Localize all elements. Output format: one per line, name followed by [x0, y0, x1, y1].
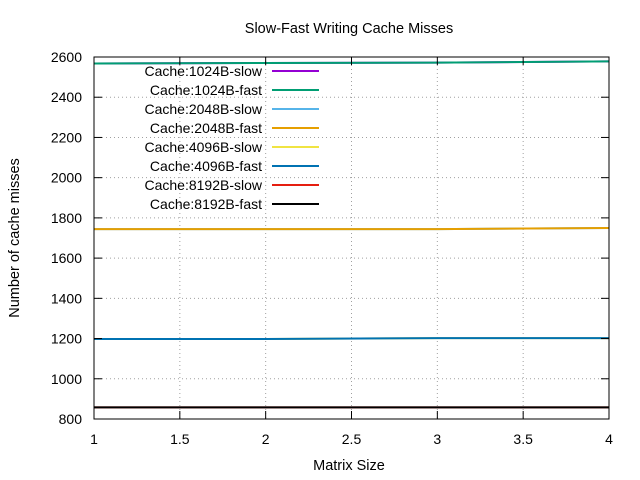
x-tick-label: 4: [605, 431, 613, 447]
legend-label: Cache:4096B-fast: [150, 158, 262, 174]
y-tick-label: 1800: [51, 210, 82, 226]
x-tick-label: 3: [433, 431, 441, 447]
legend: Cache:1024B-slow Cache:1024B-fast Cache:20…: [144, 63, 319, 212]
y-tick-label: 2400: [51, 89, 82, 105]
legend-label: Cache:1024B-slow: [144, 63, 262, 79]
y-tick-label: 1600: [51, 250, 82, 266]
legend-label: Cache:4096B-slow: [144, 139, 262, 155]
y-tick-label: 2200: [51, 129, 82, 145]
axis-ticks: 1 1.5 2 2.5 3 3.5 4 800 1000 1200 1400 1600 1800 2000…: [51, 49, 613, 447]
x-tick-label: 3.5: [513, 431, 533, 447]
y-tick-label: 1000: [51, 371, 82, 387]
legend-label: Cache:2048B-fast: [150, 120, 262, 136]
series-line-4: [94, 226, 610, 231]
x-tick-label: 1: [90, 431, 98, 447]
chart-title: Slow-Fast Writing Cache Misses: [245, 21, 453, 37]
x-axis-label: Matrix Size: [313, 458, 385, 474]
y-axis-label: Number of cache misses: [7, 158, 23, 318]
x-tick-label: 1.5: [170, 431, 190, 447]
x-tick-label: 2.5: [342, 431, 362, 447]
legend-label: Cache:1024B-fast: [150, 82, 262, 98]
series-line-6: [94, 337, 609, 340]
legend-label: Cache:2048B-slow: [144, 101, 262, 117]
y-tick-label: 2000: [51, 170, 82, 186]
grid-lines: [94, 57, 609, 419]
legend-label: Cache:8192B-fast: [150, 196, 262, 212]
y-tick-label: 1400: [51, 290, 82, 306]
legend-label: Cache:8192B-slow: [144, 177, 262, 193]
x-tick-label: 2: [262, 431, 270, 447]
y-tick-label: 1200: [51, 331, 82, 347]
y-tick-label: 800: [59, 411, 83, 427]
y-tick-label: 2600: [51, 49, 82, 65]
